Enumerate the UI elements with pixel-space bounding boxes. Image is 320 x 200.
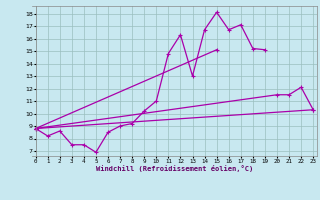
X-axis label: Windchill (Refroidissement éolien,°C): Windchill (Refroidissement éolien,°C) bbox=[96, 165, 253, 172]
